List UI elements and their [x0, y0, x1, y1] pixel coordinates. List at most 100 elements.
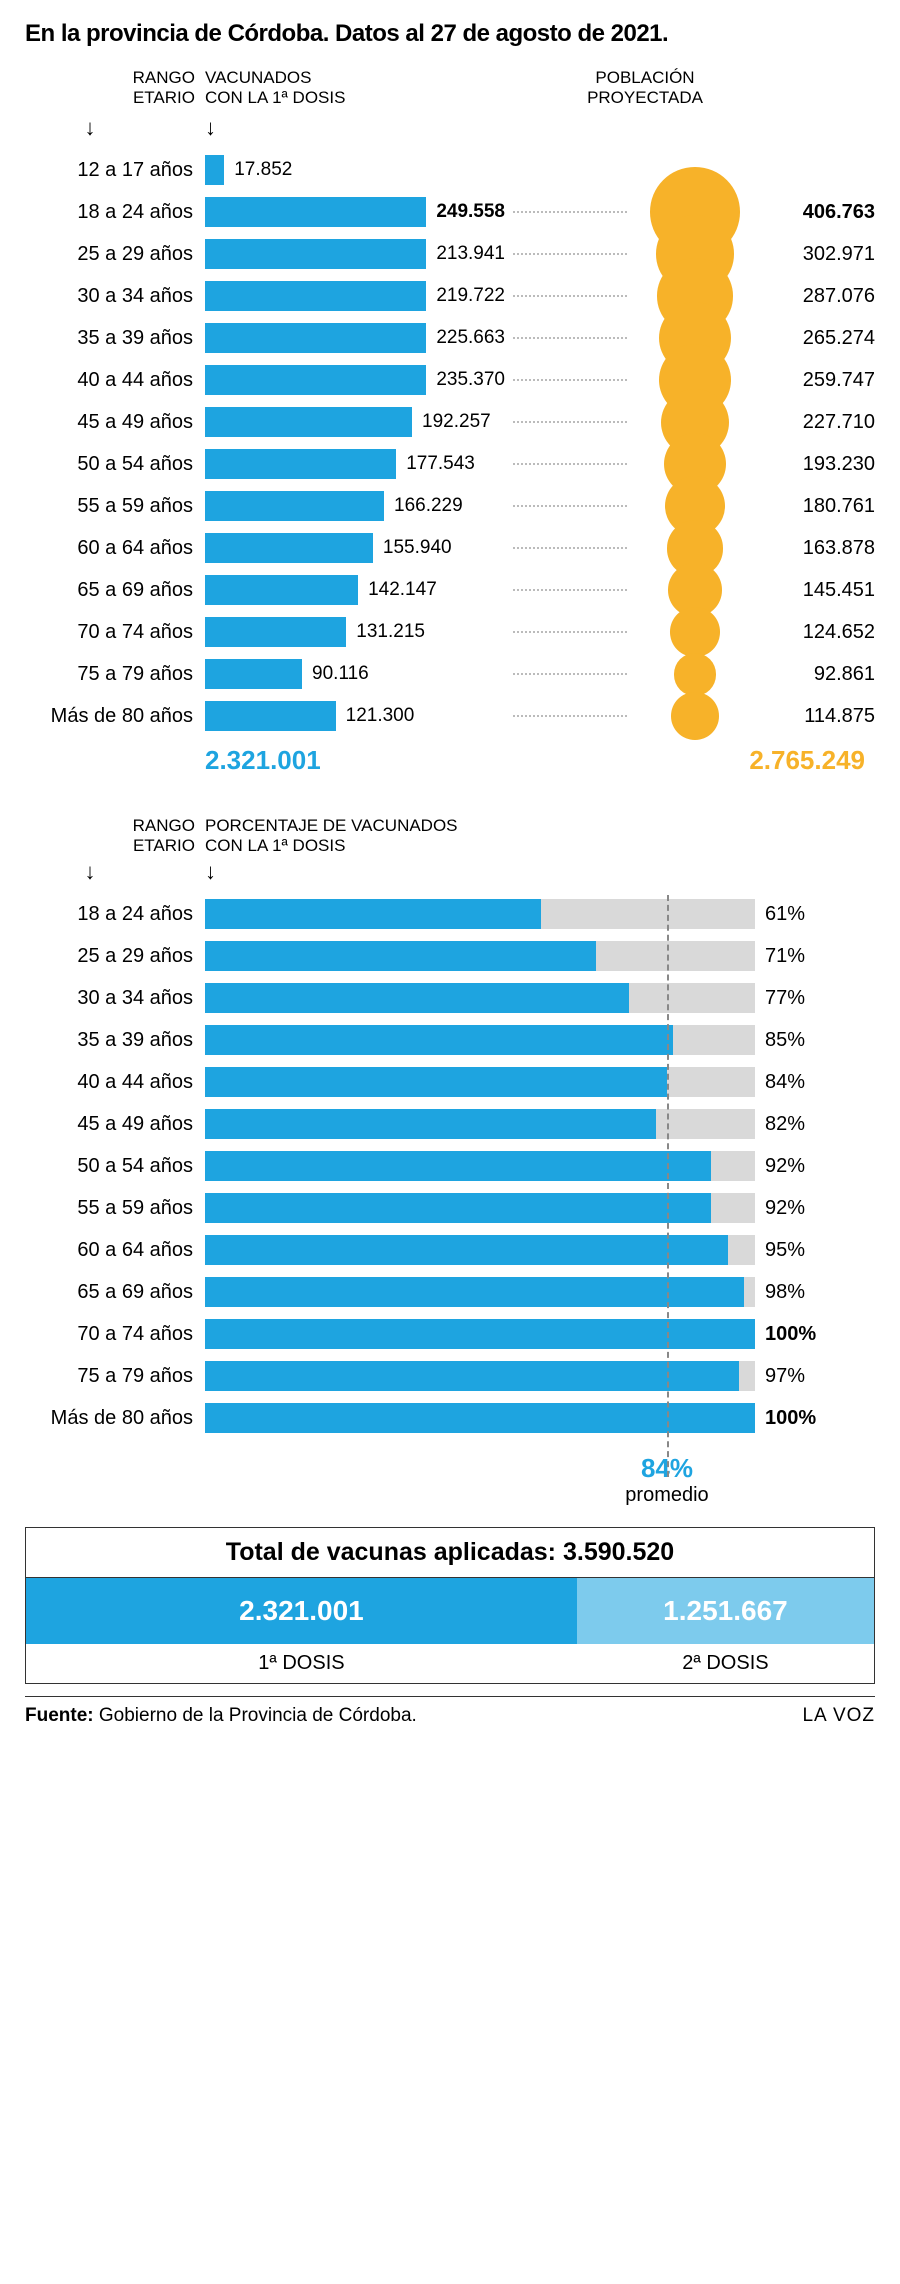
- chart2-percentage: RANGOETARIO PORCENTAJE DE VACUNADOSCON L…: [25, 816, 875, 1437]
- population-label: 406.763: [755, 201, 875, 224]
- totals-dose1-bar: 2.321.001: [26, 1578, 577, 1644]
- percent-label: 82%: [765, 1113, 805, 1136]
- bar-area: 131.215: [205, 617, 505, 647]
- age-label: 35 a 39 años: [25, 327, 205, 350]
- chart2-row: 18 a 24 años 61%: [25, 895, 875, 933]
- age-label: 30 a 34 años: [25, 987, 205, 1010]
- bar-area: 213.941: [205, 239, 505, 269]
- bar-area: 166.229: [205, 491, 505, 521]
- age-label: Más de 80 años: [25, 1407, 205, 1430]
- bar-track: [205, 1193, 755, 1223]
- age-label: 75 a 79 años: [25, 663, 205, 686]
- chart1-total-vaccinated: 2.321.001: [205, 745, 321, 776]
- bar: [205, 1403, 755, 1433]
- vaccinated-label: 90.116: [312, 663, 369, 685]
- average-line: [667, 895, 669, 1477]
- bar: [205, 659, 302, 689]
- chart1-totals: 2.321.001 2.765.249: [25, 745, 875, 776]
- vaccinated-label: 192.257: [422, 411, 491, 433]
- chart2-body: 18 a 24 años 61% 25 a 29 años71% 30 a 34 añ…: [25, 895, 875, 1437]
- percent-label: 61%: [765, 903, 805, 926]
- chart2-headers: RANGOETARIO PORCENTAJE DE VACUNADOSCON L…: [25, 816, 875, 855]
- footer: Fuente: Gobierno de la Provincia de Córd…: [25, 1696, 875, 1727]
- bar-track: [205, 899, 755, 929]
- population-label: 302.971: [755, 243, 875, 266]
- footer-source-prefix: Fuente:: [25, 1705, 99, 1726]
- vaccinated-label: 142.147: [368, 579, 437, 601]
- age-label: 55 a 59 años: [25, 1197, 205, 1220]
- percent-label: 92%: [765, 1155, 805, 1178]
- bar-area: 121.300: [205, 701, 505, 731]
- age-label: 75 a 79 años: [25, 1365, 205, 1388]
- connector-line: [513, 295, 627, 297]
- chart2-row: 25 a 29 años71%: [25, 937, 875, 975]
- bar: [205, 941, 596, 971]
- bar-area: 17.852: [205, 155, 505, 185]
- chart2-row: 65 a 69 años98%: [25, 1273, 875, 1311]
- bar: [205, 1067, 667, 1097]
- totals-header-prefix: Total de vacunas aplicadas:: [226, 1538, 563, 1566]
- population-label: 193.230: [755, 453, 875, 476]
- bar: [205, 1361, 739, 1391]
- population-label: 145.451: [755, 579, 875, 602]
- population-label: 92.861: [755, 663, 875, 686]
- connector-line: [513, 589, 627, 591]
- vaccinated-label: 131.215: [356, 621, 425, 643]
- bar-area: 192.257: [205, 407, 505, 437]
- vaccinated-label: 177.543: [406, 453, 475, 475]
- age-label: 30 a 34 años: [25, 285, 205, 308]
- bar-track: [205, 1361, 755, 1391]
- bar-area: 219.722: [205, 281, 505, 311]
- percent-label: 100%: [765, 1407, 816, 1430]
- population-label: 227.710: [755, 411, 875, 434]
- chart1-total-population: 2.765.249: [749, 745, 875, 776]
- connector-line: [513, 631, 627, 633]
- vaccinated-label: 121.300: [346, 705, 415, 727]
- age-label: 18 a 24 años: [25, 903, 205, 926]
- arrow-down-icon: ↓: [205, 859, 235, 885]
- chart2-row: Más de 80 años 100%: [25, 1399, 875, 1437]
- connector-line: [513, 505, 627, 507]
- bar: [205, 701, 336, 731]
- percent-label: 92%: [765, 1197, 805, 1220]
- totals-header-value: 3.590.520: [563, 1538, 674, 1566]
- bar: [205, 323, 426, 353]
- bar: [205, 407, 412, 437]
- bar: [205, 239, 426, 269]
- bar: [205, 365, 426, 395]
- totals-dose2-bar: 1.251.667: [577, 1578, 874, 1644]
- age-label: 65 a 69 años: [25, 1281, 205, 1304]
- age-label: 45 a 49 años: [25, 1113, 205, 1136]
- bar-track: [205, 1067, 755, 1097]
- chart2-row: 50 a 54 años92%: [25, 1147, 875, 1185]
- bar: [205, 197, 426, 227]
- population-bubble: [671, 692, 719, 740]
- bar-track: [205, 983, 755, 1013]
- age-label: 70 a 74 años: [25, 1323, 205, 1346]
- chart1-body: 12 a 17 años17.85218 a 24 años249.558406…: [25, 151, 875, 735]
- bar: [205, 491, 384, 521]
- bar: [205, 449, 396, 479]
- population-bubble: [670, 607, 720, 657]
- chart1-vaccinated-vs-population: RANGOETARIO VACUNADOSCON LA 1ª DOSIS POB…: [25, 68, 875, 776]
- chart1-row: 70 a 74 años131.215124.652: [25, 613, 875, 651]
- bar: [205, 1235, 728, 1265]
- chart2-row: 70 a 74 años100%: [25, 1315, 875, 1353]
- bar: [205, 155, 224, 185]
- arrow-down-icon: ↓: [25, 115, 205, 141]
- chart1-row: 60 a 64 años155.940163.878: [25, 529, 875, 567]
- age-label: 55 a 59 años: [25, 495, 205, 518]
- vaccinated-label: 225.663: [436, 327, 505, 349]
- age-label: 60 a 64 años: [25, 1239, 205, 1262]
- chart2-arrows: ↓ ↓: [25, 859, 875, 885]
- bubble-cell: [635, 653, 755, 696]
- arrow-down-icon: ↓: [205, 115, 305, 141]
- bar-track: [205, 1277, 755, 1307]
- connector-line: [513, 673, 627, 675]
- connector-line: [513, 211, 627, 213]
- bar-track: [205, 1403, 755, 1433]
- population-label: 265.274: [755, 327, 875, 350]
- vaccinated-label: 213.941: [436, 243, 505, 265]
- population-label: 259.747: [755, 369, 875, 392]
- chart1-row: Más de 80 años121.300114.875: [25, 697, 875, 735]
